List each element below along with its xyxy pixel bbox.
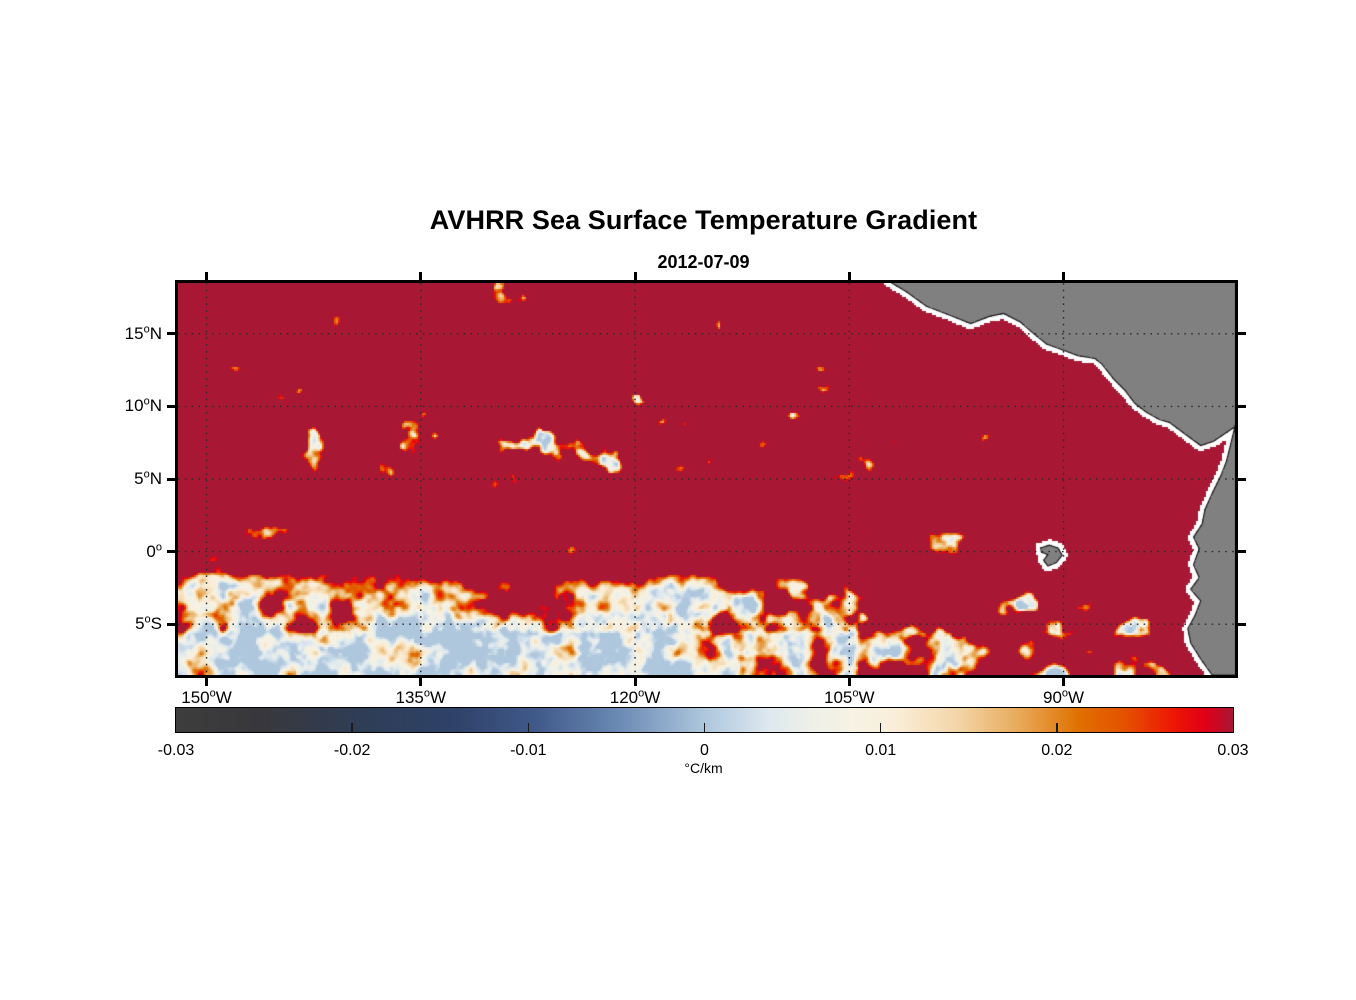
colorbar-tick-label-4: 0.01 (865, 742, 897, 759)
x-axis-label-2: 120oW (609, 687, 661, 707)
colorbar-tick-mark (351, 723, 353, 732)
colorbar-tick-label-5: 0.02 (1041, 742, 1073, 759)
x-axis-label-1: 135oW (395, 687, 447, 707)
x-axis-label-4: 90oW (1043, 687, 1085, 707)
x-tick-mark-top (419, 272, 423, 283)
colorbar-tick-label-1: -0.02 (333, 742, 371, 759)
y-tick-mark-right (1235, 477, 1246, 481)
y-axis-label-4: 5oS (135, 613, 162, 634)
y-tick-mark-right (1235, 404, 1246, 408)
colorbar-tick-mark (703, 723, 706, 732)
colorbar-tick-mark (879, 723, 882, 732)
y-tick-mark-right (1235, 332, 1246, 336)
y-tick-mark (167, 622, 178, 626)
y-tick-mark-right (1235, 550, 1246, 554)
figure-subtitle-date: 2012-07-09 (657, 252, 750, 272)
y-axis-label-3: 0o (146, 540, 162, 561)
colorbar-tick-label-6: 0.03 (1217, 742, 1249, 759)
y-tick-mark (167, 550, 178, 554)
x-tick-mark (847, 675, 851, 686)
x-tick-mark (205, 675, 209, 686)
x-tick-mark (633, 675, 637, 686)
y-tick-mark-right (1235, 622, 1246, 626)
y-axis-label-0: 15oN (124, 323, 162, 343)
colorbar-tick-label-0: -0.03 (157, 742, 195, 759)
y-axis-label-1: 10oN (124, 395, 162, 416)
page-title: AVHRR Sea Surface Temperature Gradient (429, 205, 978, 235)
x-tick-mark (419, 675, 423, 686)
colorbar-tick-label-2: -0.01 (510, 742, 547, 759)
x-axis-label-3: 105oW (824, 687, 875, 707)
y-tick-mark (167, 332, 178, 336)
colorbar-tick-mark (1056, 723, 1058, 732)
sst-gradient-heatmap (178, 283, 1235, 675)
y-tick-mark (167, 404, 178, 408)
colorbar-unit-label: °C/km (684, 760, 723, 776)
colorbar-tick-label-3: 0 (700, 742, 709, 759)
x-tick-mark-top (205, 272, 209, 283)
x-tick-mark-top (1062, 272, 1066, 283)
x-tick-mark-top (633, 272, 637, 283)
y-tick-mark (167, 477, 178, 481)
x-tick-mark (1062, 675, 1066, 686)
x-tick-mark-top (847, 272, 851, 283)
colorbar[interactable]: -0.03 -0.02 -0.01 0 0.01 0.02 0.03 (158, 707, 1249, 759)
map-plot-area[interactable]: 15oN 10oN 5oN 0o 5oS 150oW 135oW 120oW 105oW 90oW (125, 272, 1246, 707)
colorbar-tick-mark (527, 723, 530, 732)
x-axis-label-0: 150oW (181, 687, 232, 707)
y-axis-label-2: 5oN (134, 468, 162, 488)
